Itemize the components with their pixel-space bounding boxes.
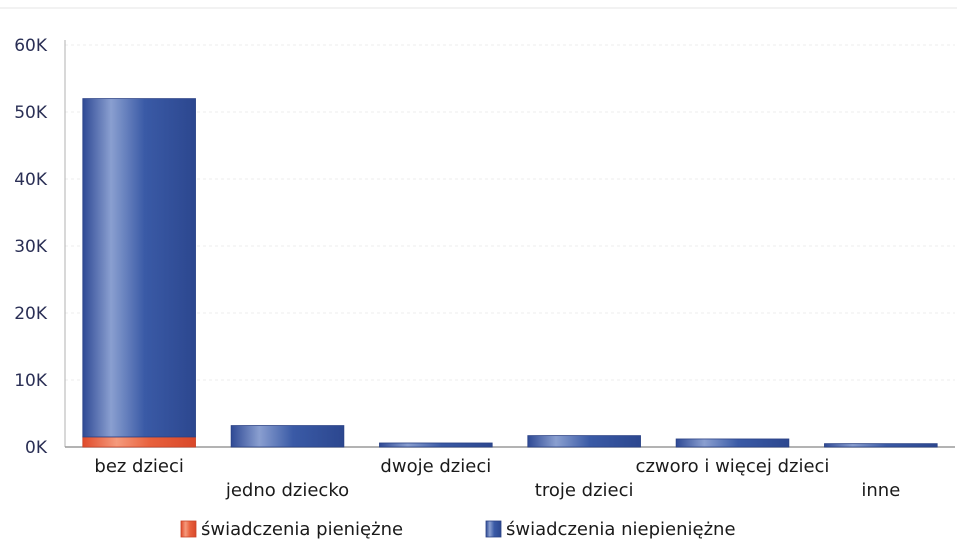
bar-segment <box>379 442 493 448</box>
x-tick-label: jedno dziecko <box>225 480 349 501</box>
bar-segment <box>675 438 790 448</box>
bar-segment <box>230 425 345 448</box>
x-tick-label: dwoje dzieci <box>380 456 491 477</box>
y-axis: 0K 10K 20K 30K 40K 50K 60K <box>14 36 955 458</box>
bars <box>82 98 938 448</box>
bar-segment <box>82 436 196 448</box>
y-tick-label: 50K <box>14 103 48 123</box>
x-tick-label: bez dzieci <box>94 456 184 477</box>
x-tick-label: troje dzieci <box>535 480 634 501</box>
legend-swatch <box>180 520 197 538</box>
x-tick-label: czworo i więcej dzieci <box>636 456 830 477</box>
y-tick-label: 20K <box>14 304 48 324</box>
y-tick-label: 30K <box>14 237 48 257</box>
bar-segment <box>824 443 938 448</box>
y-tick-label: 40K <box>14 170 48 190</box>
x-tick-label: inne <box>861 480 900 501</box>
y-tick-label: 10K <box>14 371 48 391</box>
legend-label: świadczenia pieniężne <box>201 519 403 540</box>
bar-segment <box>82 98 196 438</box>
legend: świadczenia pieniężne świadczenia niepien… <box>180 519 736 540</box>
x-axis: bez dzieci jedno dziecko dwoje dzieci troje… <box>94 456 900 501</box>
bar-segment <box>527 435 641 448</box>
y-tick-label: 60K <box>14 36 48 56</box>
grid-lines <box>65 44 955 381</box>
y-tick-label: 0K <box>25 438 48 458</box>
legend-label: świadczenia niepieniężne <box>506 519 736 540</box>
legend-swatch <box>485 520 502 538</box>
